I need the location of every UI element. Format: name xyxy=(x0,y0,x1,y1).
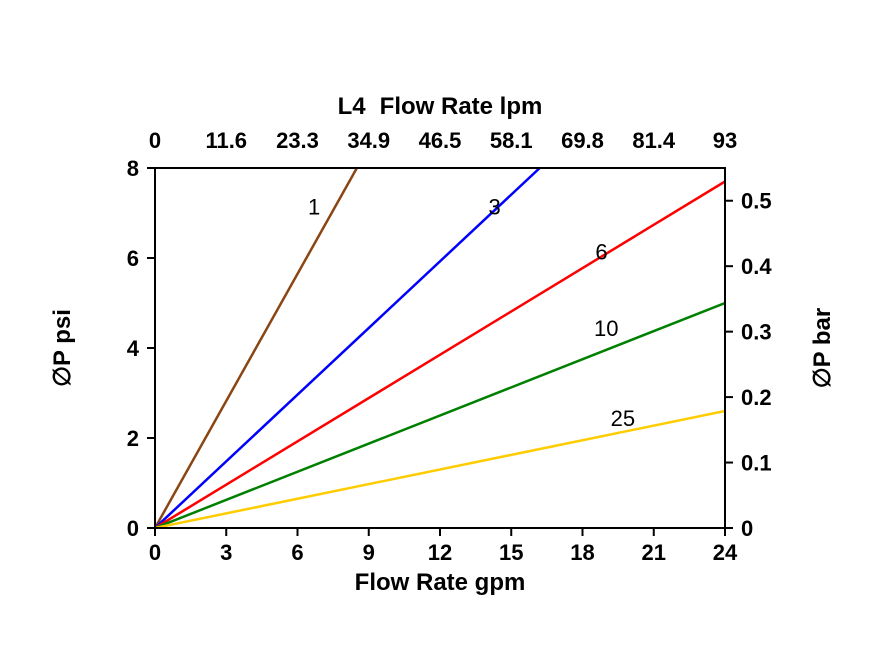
xt-tick-label: 11.6 xyxy=(205,128,247,153)
yl-tick-label: 6 xyxy=(127,246,139,271)
xt-tick-label: 93 xyxy=(713,128,737,153)
xb-tick-label: 3 xyxy=(220,540,232,565)
yr-tick-label: 0.1 xyxy=(741,451,772,476)
x-bottom-label: Flow Rate gpm xyxy=(355,569,526,596)
y-right-label: ∅P bar xyxy=(809,308,836,389)
yr-tick-label: 0.3 xyxy=(741,320,772,345)
xb-tick-label: 6 xyxy=(291,540,303,565)
series-label-10: 10 xyxy=(594,316,618,341)
yr-tick-label: 0.2 xyxy=(741,385,772,410)
xt-tick-label: 46.5 xyxy=(419,128,462,153)
xb-tick-label: 15 xyxy=(499,540,523,565)
xt-tick-label: 81.4 xyxy=(632,128,676,153)
yr-tick-label: 0.5 xyxy=(741,189,772,214)
xb-tick-label: 9 xyxy=(363,540,375,565)
series-label-25: 25 xyxy=(611,406,635,431)
series-label-6: 6 xyxy=(595,239,607,264)
yl-tick-label: 8 xyxy=(127,156,139,181)
yr-tick-label: 0 xyxy=(741,516,753,541)
xb-tick-label: 12 xyxy=(428,540,452,565)
xb-tick-label: 18 xyxy=(570,540,594,565)
xb-tick-label: 24 xyxy=(713,540,738,565)
yl-tick-label: 4 xyxy=(127,336,140,361)
xt-tick-label: 69.8 xyxy=(561,128,604,153)
series-label-3: 3 xyxy=(489,194,501,219)
xb-tick-label: 0 xyxy=(149,540,161,565)
series-label-1: 1 xyxy=(308,194,320,219)
xt-tick-label: 34.9 xyxy=(347,128,390,153)
xt-tick-label: 0 xyxy=(149,128,161,153)
xb-tick-label: 21 xyxy=(642,540,666,565)
y-left-label: ∅P psi xyxy=(49,309,76,387)
yl-tick-label: 0 xyxy=(127,516,139,541)
yl-tick-label: 2 xyxy=(127,426,139,451)
yr-tick-label: 0.4 xyxy=(741,254,772,279)
xt-tick-label: 23.3 xyxy=(276,128,319,153)
pressure-flow-chart: 136102503691215182124Flow Rate gpm011.62… xyxy=(0,0,894,660)
title-prefix: L4 xyxy=(338,93,367,120)
x-top-label-text: Flow Rate lpm xyxy=(380,93,543,120)
chart-svg: 136102503691215182124Flow Rate gpm011.62… xyxy=(0,0,894,660)
xt-tick-label: 58.1 xyxy=(490,128,533,153)
